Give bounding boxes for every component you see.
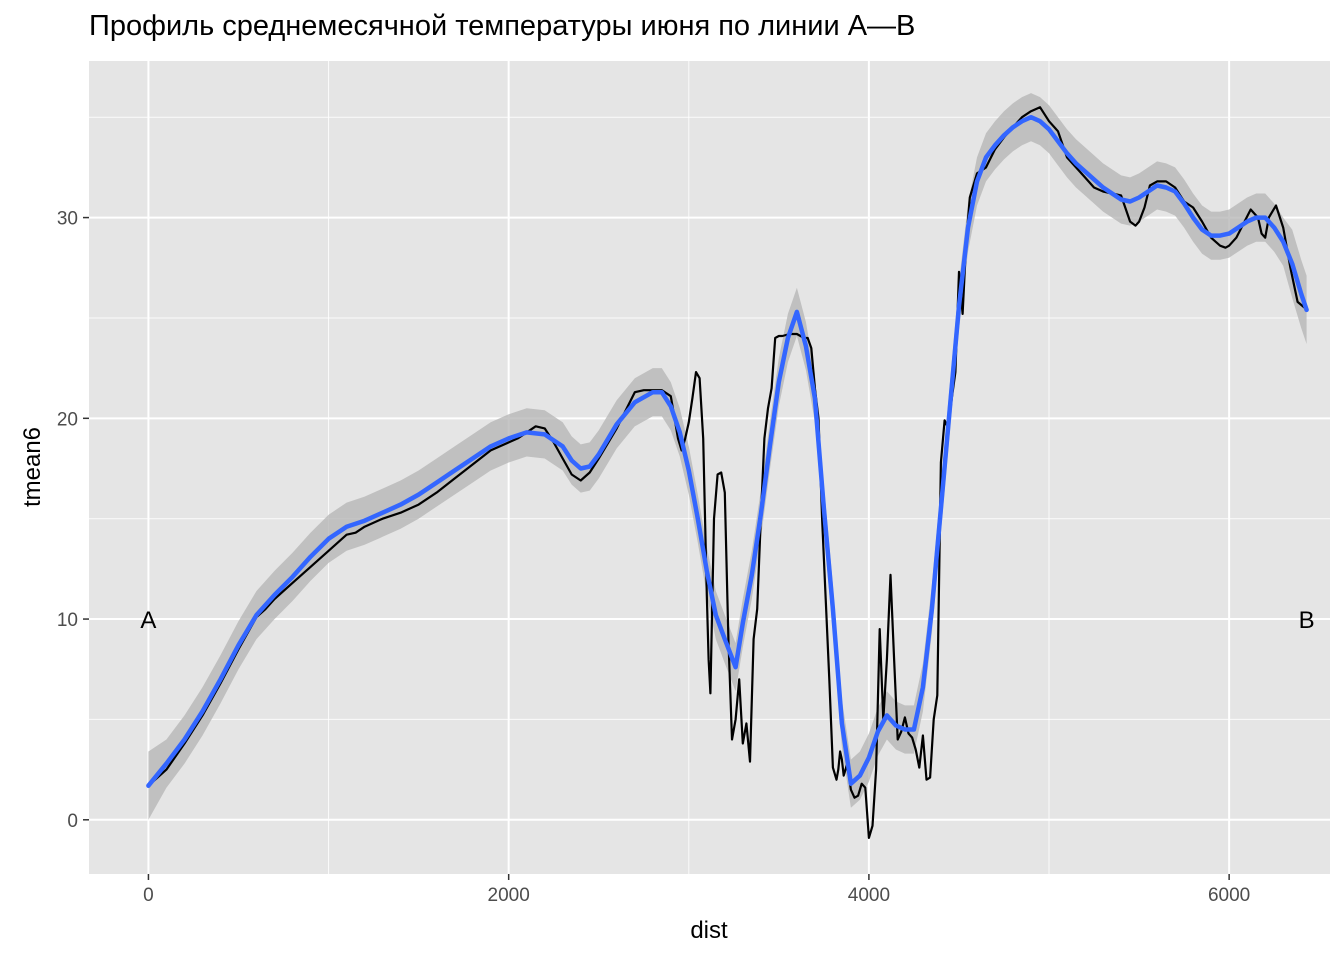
y-tick-label: 0 [67, 811, 78, 832]
y-tick-label: 30 [57, 209, 78, 230]
y-tick-label: 10 [57, 610, 78, 631]
x-axis: 0 2000 4000 6000 [143, 874, 1250, 906]
smooth-series-line [146, 114, 1309, 788]
grid [89, 61, 1330, 874]
point-label-a: A [140, 607, 156, 634]
x-tick-label: 6000 [1208, 885, 1250, 906]
x-axis-title: dist [690, 917, 728, 944]
x-tick-label: 2000 [488, 885, 530, 906]
x-tick-label: 0 [143, 885, 154, 906]
y-axis-title: tmean6 [19, 427, 46, 507]
y-tick-label: 20 [57, 409, 78, 430]
chart-title: Профиль среднемесячной температуры июня … [89, 10, 916, 42]
y-axis: 0 10 20 30 [57, 209, 89, 832]
point-label-b: B [1299, 607, 1315, 634]
x-tick-label: 4000 [848, 885, 890, 906]
